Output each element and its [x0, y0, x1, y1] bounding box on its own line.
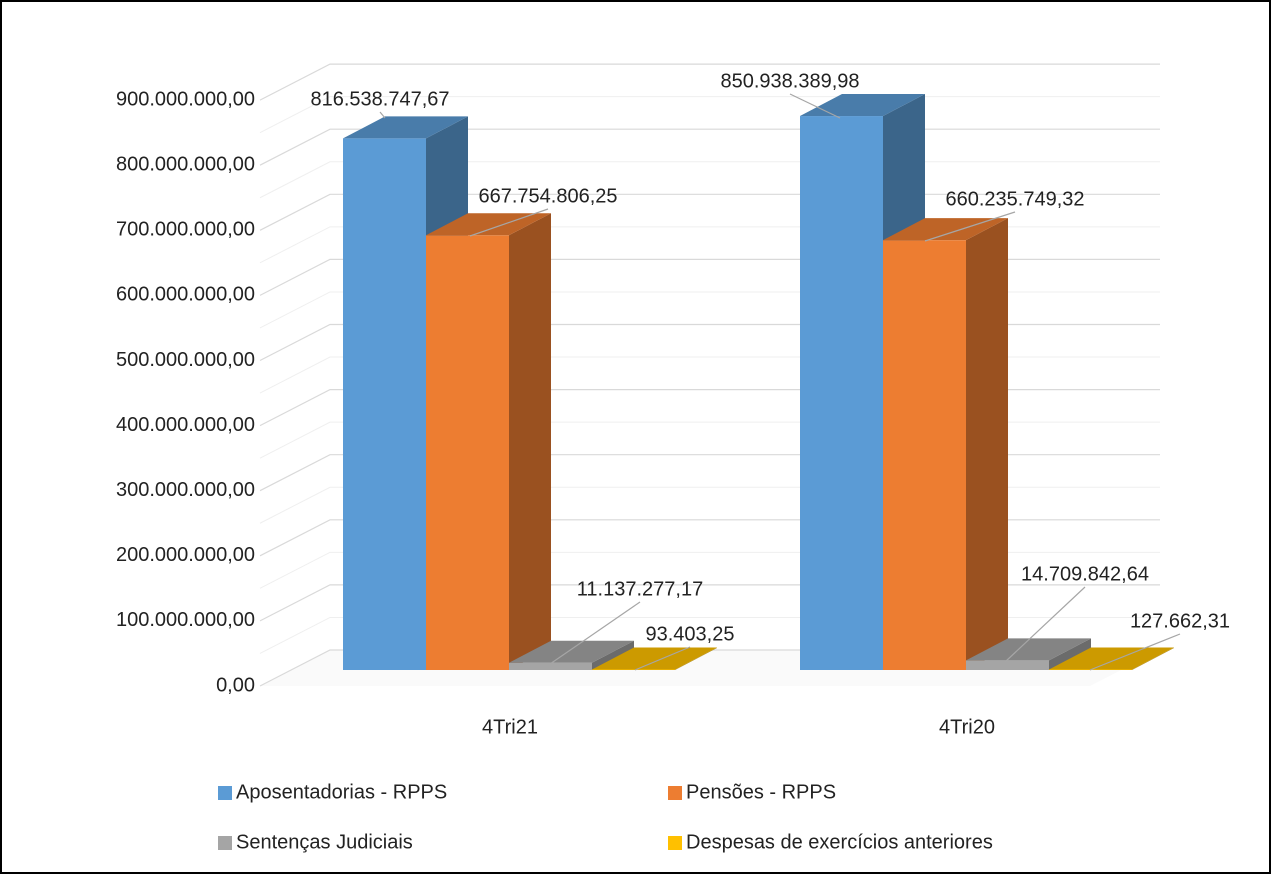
bar [509, 662, 592, 670]
leader-line [1004, 586, 1086, 663]
x-tick-label: 4Tri21 [482, 716, 538, 738]
y-tick-label: 200.000.000,00 [116, 544, 255, 566]
y-tick-label: 0,00 [216, 674, 255, 696]
leader-line [469, 208, 549, 237]
bar [966, 660, 1049, 670]
bar-top [509, 640, 634, 663]
data-label: 14.709.842,64 [1021, 563, 1149, 585]
bar-top [592, 647, 717, 670]
leader-line [379, 111, 386, 119]
bar-side [1132, 647, 1174, 670]
legend-label: Aposentadorias - RPPS [236, 781, 447, 803]
y-tick-label: 700.000.000,00 [116, 219, 255, 241]
legend-swatch [668, 836, 682, 850]
legend-swatch [218, 836, 232, 850]
bar-top [343, 116, 468, 139]
legend-label: Despesas de exercícios anteriores [686, 831, 993, 853]
data-label: 660.235.749,32 [945, 188, 1084, 210]
bar-side [675, 647, 717, 670]
leader-line [789, 93, 841, 119]
data-label: 127.662,31 [1130, 610, 1230, 632]
leader-line [1089, 633, 1181, 671]
bar-side [966, 218, 1008, 670]
bar-top [966, 638, 1091, 661]
bar-side [1049, 638, 1091, 670]
bar-top [883, 218, 1008, 241]
data-label: 11.137.277,17 [577, 578, 703, 600]
y-tick-label: 900.000.000,00 [116, 88, 255, 110]
bar-top [800, 94, 925, 117]
bar-side [592, 640, 634, 670]
legend-swatch [218, 786, 232, 800]
bar-top [1049, 647, 1174, 670]
data-label: 850.938.389,98 [720, 70, 859, 92]
y-tick-label: 800.000.000,00 [116, 153, 255, 175]
leader-line [549, 601, 641, 665]
y-tick-label: 300.000.000,00 [116, 479, 255, 501]
grid-line [259, 63, 1160, 101]
y-tick-label: 100.000.000,00 [116, 609, 255, 631]
data-label: 667.754.806,25 [478, 185, 617, 207]
data-label: 816.538.747,67 [310, 88, 449, 110]
data-label: 93.403,25 [646, 623, 735, 645]
legend-label: Sentenças Judiciais [236, 831, 413, 853]
legend-label: Pensões - RPPS [686, 781, 836, 803]
y-tick-label: 600.000.000,00 [116, 284, 255, 306]
y-tick-label: 400.000.000,00 [116, 414, 255, 436]
bar [883, 240, 966, 670]
bar [343, 138, 426, 670]
leader-line [924, 211, 1016, 242]
bar [800, 116, 883, 670]
y-tick-label: 500.000.000,00 [116, 349, 255, 371]
legend-swatch [668, 786, 682, 800]
bar-side [509, 213, 551, 670]
x-tick-label: 4Tri20 [939, 716, 995, 738]
bar [426, 235, 509, 670]
leader-line [634, 646, 691, 671]
bar [592, 669, 675, 670]
